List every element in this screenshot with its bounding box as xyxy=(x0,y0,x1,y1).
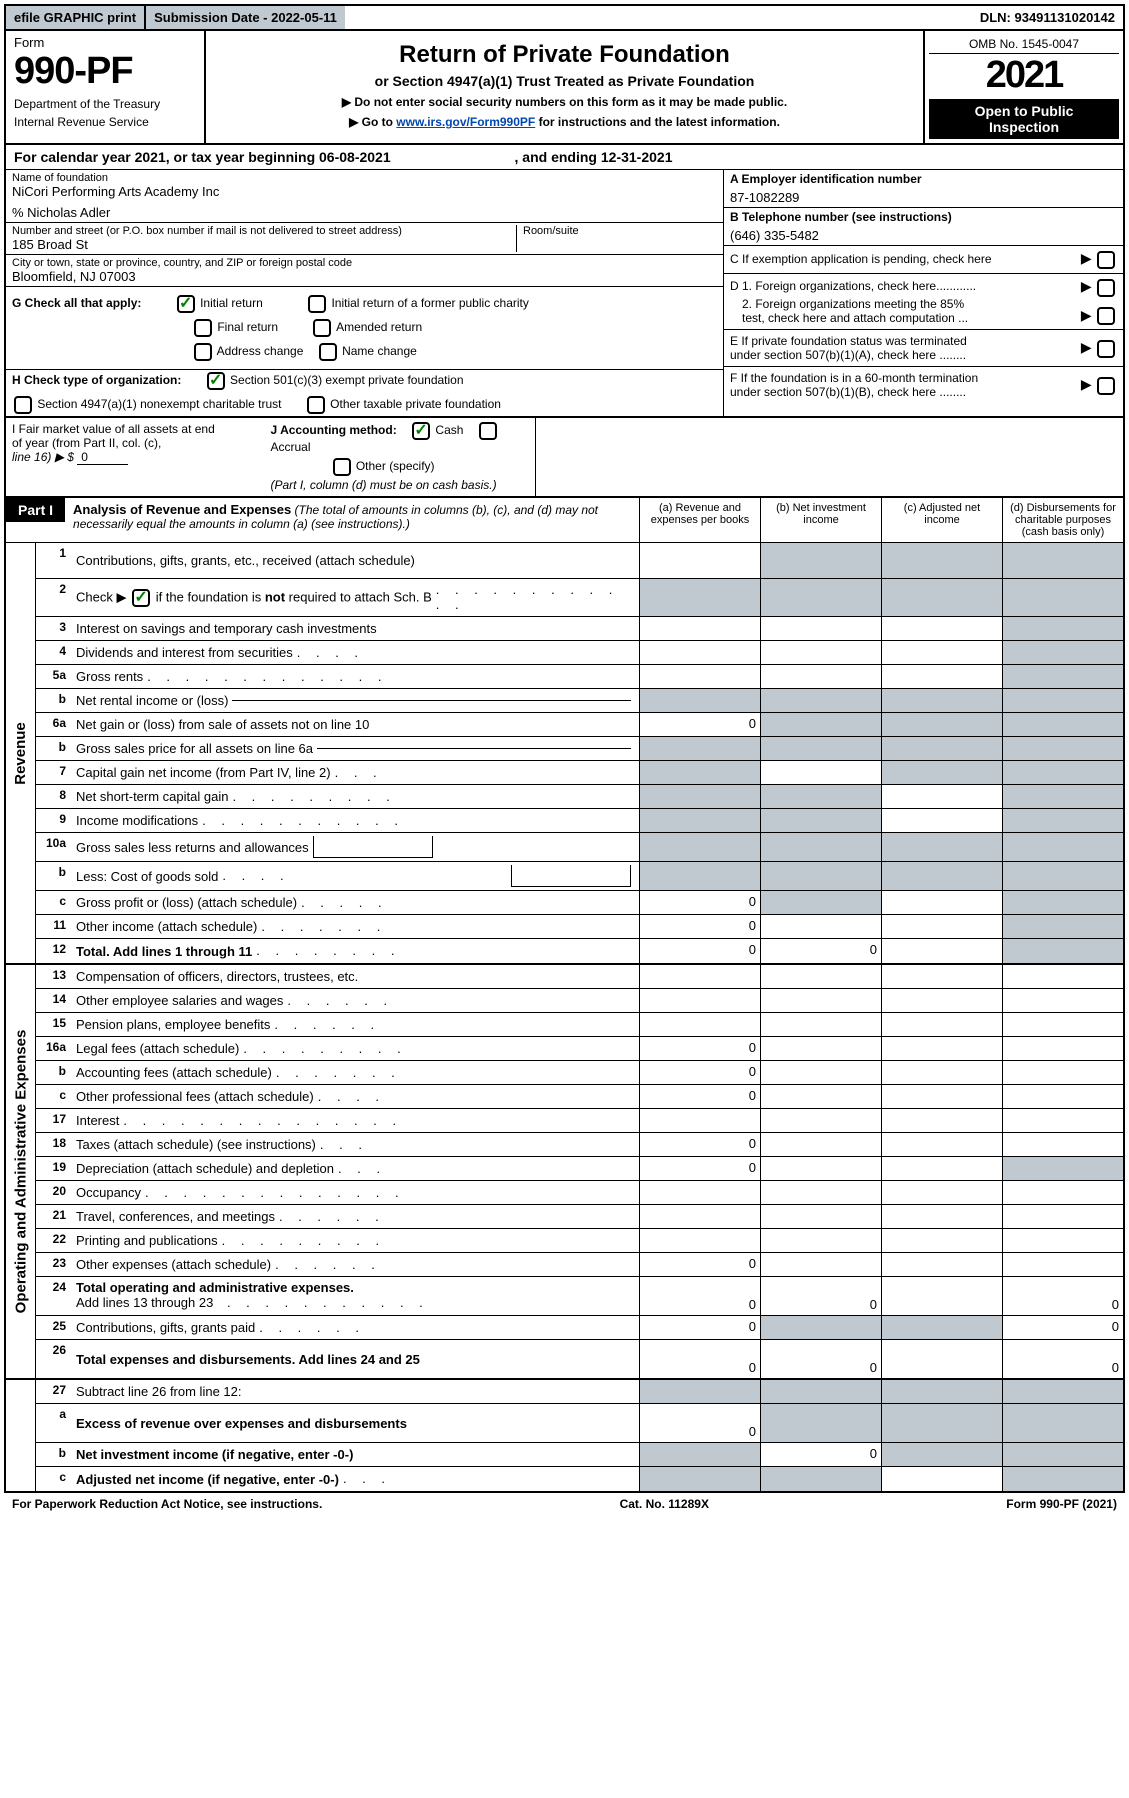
revenue-section: Revenue 1Contributions, gifts, grants, e… xyxy=(4,543,1125,965)
h-label: H Check type of organization: xyxy=(12,373,181,387)
city-label: City or town, state or province, country… xyxy=(12,257,717,269)
d2b-label: test, check here and attach computation … xyxy=(730,311,976,325)
topbar: efile GRAPHIC print Submission Date - 20… xyxy=(4,4,1125,31)
addr-label: Number and street (or P.O. box number if… xyxy=(12,225,510,237)
checkbox-501c3[interactable]: ✓ xyxy=(207,372,225,390)
tax-year: 2021 xyxy=(929,54,1119,97)
checkbox-initial-former[interactable] xyxy=(308,295,326,313)
foundation-name: NiCori Performing Arts Academy Inc xyxy=(12,184,717,199)
expenses-sidelabel: Operating and Administrative Expenses xyxy=(6,965,36,1378)
pointer-icon: ▶ xyxy=(1081,250,1092,266)
form-number: 990-PF xyxy=(14,50,196,93)
d1-label: D 1. Foreign organizations, check here..… xyxy=(730,279,976,293)
ein-label: A Employer identification number xyxy=(730,172,1117,186)
ein: 87-1082289 xyxy=(730,190,1117,205)
fmv-value: 0 xyxy=(77,450,128,465)
dln: DLN: 93491131020142 xyxy=(972,6,1123,29)
checkbox-other-method[interactable] xyxy=(333,458,351,476)
e2-label: under section 507(b)(1)(A), check here .… xyxy=(730,348,967,362)
omb-number: OMB No. 1545-0047 xyxy=(929,35,1119,54)
c-label: C If exemption application is pending, c… xyxy=(730,252,992,266)
name-label: Name of foundation xyxy=(12,172,717,184)
room-label: Room/suite xyxy=(523,225,717,237)
instruction-1: ▶ Do not enter social security numbers o… xyxy=(216,95,913,109)
checkbox-sch-b[interactable]: ✓ xyxy=(132,589,150,607)
checkbox-amended[interactable] xyxy=(313,319,331,337)
cat-number: Cat. No. 11289X xyxy=(620,1497,709,1511)
col-d-header: (d) Disbursements for charitable purpose… xyxy=(1002,498,1123,542)
part1-tab: Part I xyxy=(6,498,65,522)
form-label: Form xyxy=(14,35,196,50)
f1-label: F If the foundation is in a 60-month ter… xyxy=(730,371,978,385)
instruction-2: ▶ Go to www.irs.gov/Form990PF for instru… xyxy=(216,115,913,129)
checkbox-name-change[interactable] xyxy=(319,343,337,361)
ij-row: I Fair market value of all assets at end… xyxy=(4,418,1125,498)
care-of: % Nicholas Adler xyxy=(12,205,717,220)
col-c-header: (c) Adjusted net income xyxy=(881,498,1002,542)
entity-info-block: Name of foundation NiCori Performing Art… xyxy=(4,170,1125,418)
page-footer: For Paperwork Reduction Act Notice, see … xyxy=(4,1493,1125,1515)
d2a-label: 2. Foreign organizations meeting the 85% xyxy=(730,297,976,311)
inspection-badge: Open to Public Inspection xyxy=(929,99,1119,139)
calendar-year-line: For calendar year 2021, or tax year begi… xyxy=(4,145,1125,170)
f2-label: under section 507(b)(1)(B), check here .… xyxy=(730,385,978,399)
form-title: Return of Private Foundation xyxy=(216,41,913,69)
form-header: Form 990-PF Department of the Treasury I… xyxy=(4,31,1125,145)
tel-label: B Telephone number (see instructions) xyxy=(730,210,1117,224)
checkbox-cash[interactable]: ✓ xyxy=(412,422,430,440)
e1-label: E If private foundation status was termi… xyxy=(730,334,967,348)
dept-irs: Internal Revenue Service xyxy=(14,115,196,129)
form-subtitle: or Section 4947(a)(1) Trust Treated as P… xyxy=(216,73,913,89)
checkbox-f[interactable] xyxy=(1097,377,1115,395)
checkbox-accrual[interactable] xyxy=(479,422,497,440)
checkbox-other-pf[interactable] xyxy=(307,396,325,414)
form-footer: Form 990-PF (2021) xyxy=(1006,1497,1117,1511)
checkbox-initial-return[interactable]: ✓ xyxy=(177,295,195,313)
irs-link[interactable]: www.irs.gov/Form990PF xyxy=(396,115,535,129)
line27-section: 27Subtract line 26 from line 12: aExcess… xyxy=(4,1380,1125,1493)
checkbox-final-return[interactable] xyxy=(194,319,212,337)
telephone: (646) 335-5482 xyxy=(730,228,1117,243)
checkbox-4947[interactable] xyxy=(14,396,32,414)
dept-treasury: Department of the Treasury xyxy=(14,97,196,111)
revenue-sidelabel: Revenue xyxy=(6,543,36,963)
submission-date: Submission Date - 2022-05-11 xyxy=(146,6,345,29)
checkbox-c[interactable] xyxy=(1097,251,1115,269)
col-b-header: (b) Net investment income xyxy=(760,498,881,542)
checkbox-e[interactable] xyxy=(1097,340,1115,358)
efile-print-button[interactable]: efile GRAPHIC print xyxy=(6,6,146,29)
checkbox-d1[interactable] xyxy=(1097,279,1115,297)
checkbox-d2[interactable] xyxy=(1097,307,1115,325)
street-address: 185 Broad St xyxy=(12,237,510,252)
part1-header: Part I Analysis of Revenue and Expenses … xyxy=(4,498,1125,543)
expenses-section: Operating and Administrative Expenses 13… xyxy=(4,965,1125,1380)
city-state-zip: Bloomfield, NJ 07003 xyxy=(12,269,717,284)
col-a-header: (a) Revenue and expenses per books xyxy=(639,498,760,542)
checkbox-addr-change[interactable] xyxy=(194,343,212,361)
paperwork-notice: For Paperwork Reduction Act Notice, see … xyxy=(12,1497,322,1511)
g-label: G Check all that apply: xyxy=(12,296,141,310)
